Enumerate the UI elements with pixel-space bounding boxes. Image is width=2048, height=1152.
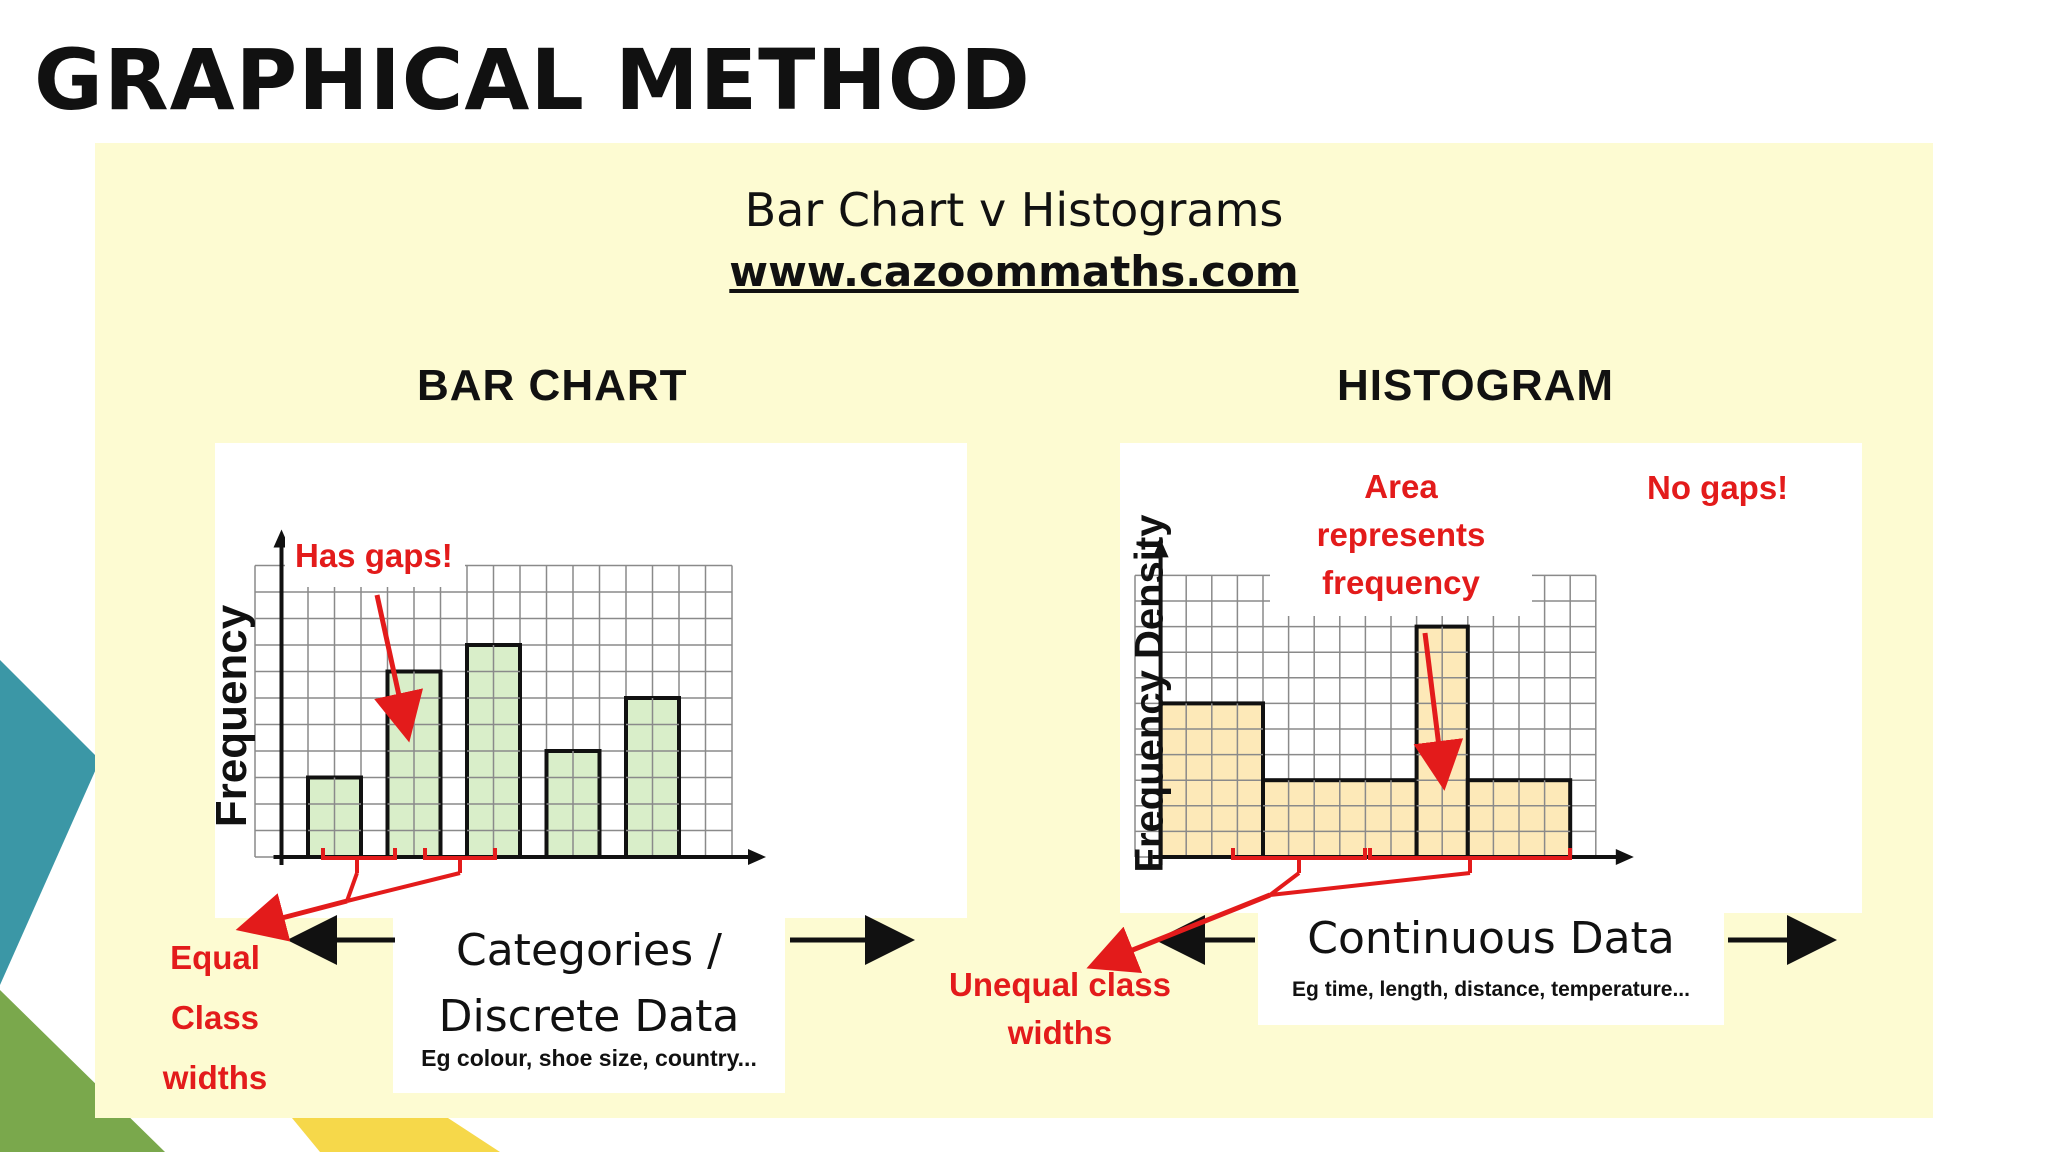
bar-chart-heading: BAR CHART	[417, 361, 688, 410]
brace-bar-2	[423, 848, 497, 873]
area-line-2: represents	[1316, 516, 1486, 553]
has-gaps-callout-box	[285, 533, 465, 587]
has-gaps-callout: Has gaps!	[295, 537, 453, 574]
bar-x-arrowhead	[748, 849, 766, 865]
continuous-examples: Eg time, length, distance, temperature..…	[1292, 978, 1690, 1001]
brace-bar-1	[321, 848, 397, 873]
area-callout: Area represents frequency	[1270, 463, 1532, 607]
area-arrow	[1413, 632, 1464, 791]
image-title: Bar Chart v Histograms	[744, 183, 1284, 237]
brace-hist-1	[1231, 848, 1367, 873]
continuous-title: Continuous Data	[1307, 913, 1675, 964]
equal-line-2: Class	[170, 999, 260, 1036]
brace-join-hist-2	[1269, 871, 1471, 897]
categories-box	[393, 913, 785, 1093]
area-line-1: Area	[1364, 468, 1438, 505]
categories-line-1: Categories /	[456, 925, 722, 976]
annotation-arrows	[235, 594, 1837, 974]
area-line-3: frequency	[1322, 564, 1480, 601]
categories-line-2: Discrete Data	[438, 991, 740, 1042]
brace-hist-2	[1368, 848, 1572, 873]
slide-title: GRAPHICAL METHOD	[34, 31, 1031, 129]
brace-join-bar-2	[346, 871, 461, 903]
no-gaps-callout-box	[1625, 461, 1835, 519]
categories-examples: Eg colour, shoe size, country...	[421, 1045, 757, 1071]
continuous-box	[1258, 913, 1724, 1025]
equal-line-1: Equal	[170, 939, 260, 976]
categories-title: Categories / Discrete Data	[393, 918, 785, 1050]
brace-join-bar-1	[345, 872, 359, 902]
hist-y-arrowhead	[1152, 539, 1169, 558]
yellow-shape	[292, 1118, 500, 1152]
teal-triangle	[0, 660, 100, 985]
image-url: www.cazoommaths.com	[729, 247, 1299, 296]
unequal-line-2: widths	[1007, 1014, 1113, 1051]
brace-join-hist-1	[1268, 871, 1301, 897]
unequal-arrow	[1086, 892, 1271, 974]
has-gaps-arrow	[374, 594, 424, 743]
hist-x-arrowhead	[1615, 849, 1634, 865]
histogram-chart	[1134, 539, 1634, 865]
no-gaps-callout: No gaps!	[1647, 469, 1789, 506]
area-callout-box	[1270, 461, 1532, 616]
equal-line-3: widths	[162, 1059, 268, 1096]
equal-arrow	[235, 893, 348, 942]
content-panel: Bar Chart v Histograms www.cazoommaths.c…	[95, 143, 1933, 1118]
histogram-heading: HISTOGRAM	[1337, 361, 1615, 410]
equal-class-widths-label: Equal Class widths	[145, 928, 285, 1108]
